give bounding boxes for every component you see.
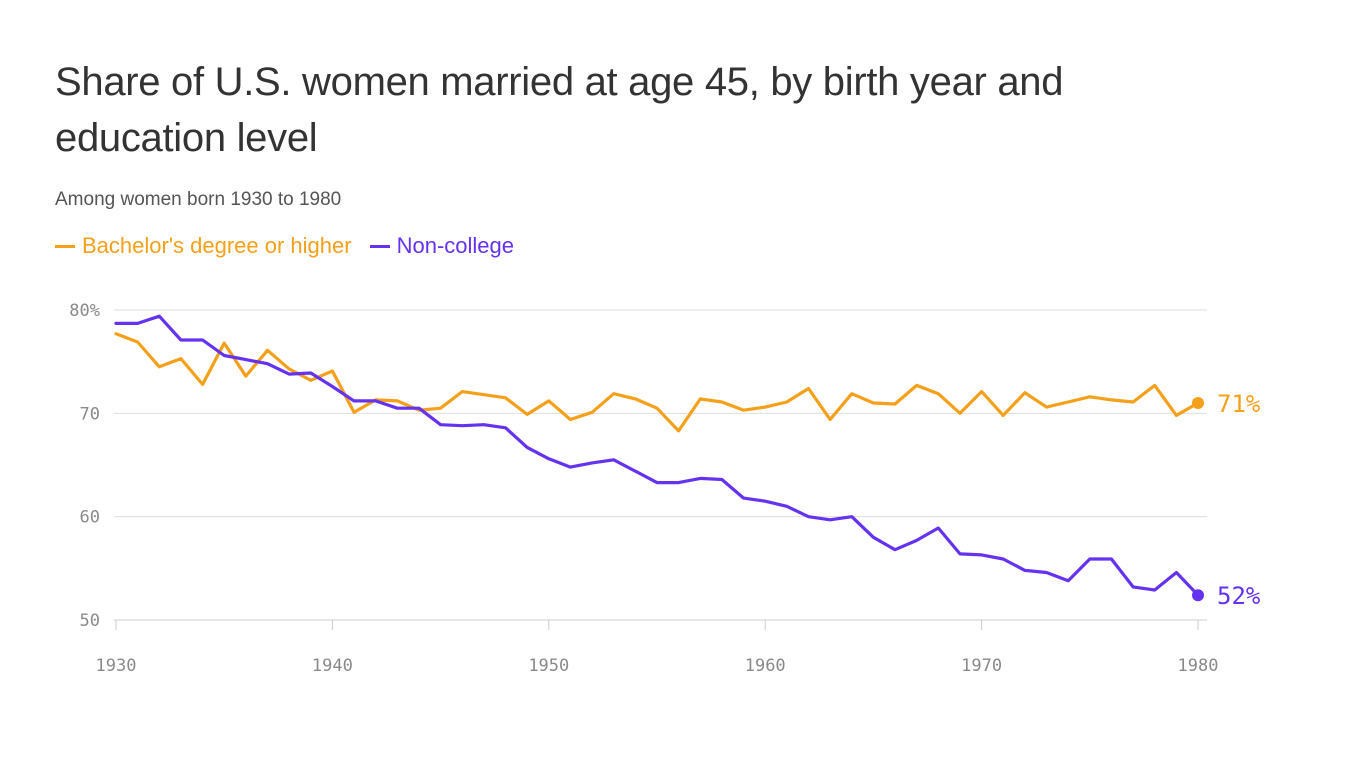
legend-swatch-bachelors <box>55 244 75 248</box>
x-tick-label: 1940 <box>312 656 353 676</box>
legend-swatch-non-college <box>369 244 390 248</box>
series-line-bachelors <box>114 332 1200 433</box>
legend-item-non-college: Non-college <box>369 231 514 261</box>
x-tick-label: 1980 <box>1178 656 1219 676</box>
x-tick-label: 1960 <box>745 656 786 676</box>
legend-item-bachelors: Bachelor's degree or higher <box>55 231 352 261</box>
legend: Bachelor's degree or higher Non-college <box>55 231 532 261</box>
end-label-bachelors: 71% <box>1217 390 1261 418</box>
x-tick-label: 1970 <box>961 656 1002 676</box>
x-tick-label: 1950 <box>528 656 569 676</box>
chart-subtitle: Among women born 1930 to 1980 <box>55 189 342 210</box>
series-line-non-college <box>114 314 1200 597</box>
end-marker-non-college <box>1192 589 1204 602</box>
chart-title: Share of U.S. women married at age 45, b… <box>55 60 1064 160</box>
end-marker-bachelors <box>1192 397 1204 409</box>
legend-label-bachelors: Bachelor's degree or higher <box>82 233 352 258</box>
y-tick-label: 60 <box>80 508 100 528</box>
y-tick-label: 70 <box>80 404 100 424</box>
x-tick-label: 1930 <box>96 656 137 676</box>
legend-label-non-college: Non-college <box>396 233 514 258</box>
y-tick-label: 50 <box>80 611 100 631</box>
y-tick-label: 80% <box>69 301 100 321</box>
end-label-non-college: 52% <box>1217 582 1261 610</box>
